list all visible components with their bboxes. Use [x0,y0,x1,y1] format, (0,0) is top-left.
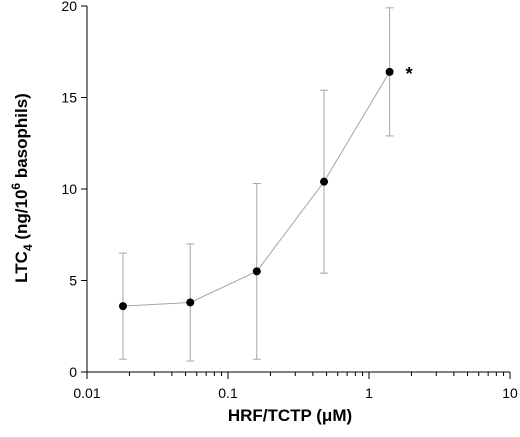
y-axis-title-mid: (ng/10 [12,190,31,245]
plot-area: * [118,7,413,362]
y-tick-label: 10 [61,181,77,197]
y-tick-label: 20 [61,0,77,14]
x-tick-label: 1 [365,385,373,401]
y-axis-title-superscript: 6 [9,183,23,190]
x-tick-label: 10 [502,385,518,401]
data-point [320,177,329,186]
y-tick-label: 5 [69,273,77,289]
significance-marker: * [406,64,413,84]
data-point [118,302,127,311]
y-axis-title-subscript: 4 [21,244,35,251]
y-axis-title: LTC4 (ng/106 basophils) [9,93,35,283]
data-point [186,298,195,307]
data-point [385,67,394,76]
y-tick-label: 15 [61,90,77,106]
x-axis-title: HRF/TCTP (μM) [228,406,352,425]
x-tick-label: 0.01 [73,385,100,401]
y-axis-title-suffix: basophils) [12,93,31,183]
y-tick-label: 0 [69,364,77,380]
data-point [252,267,261,276]
x-tick-label: 0.1 [218,385,238,401]
axes: 0 5 10 15 20 0.01 0.1 1 10 [61,0,518,401]
y-axis-title-prefix: LTC [12,251,31,283]
